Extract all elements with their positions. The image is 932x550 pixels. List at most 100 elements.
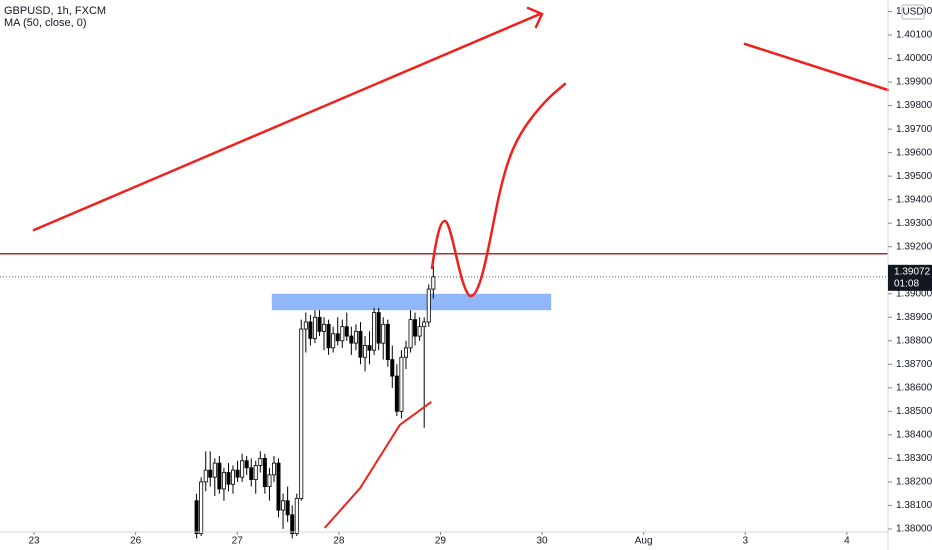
candle-body [308, 321, 313, 339]
y-tick-label: 1.39000 [896, 288, 932, 299]
candle-body [253, 465, 258, 480]
y-tick-label: 1.38700 [896, 359, 932, 370]
candle-body [272, 462, 277, 476]
candle-body [199, 481, 204, 535]
y-tick-label: 1.39200 [896, 241, 932, 252]
candle-body [326, 323, 331, 349]
candle-body [413, 319, 418, 337]
x-tick-label: 30 [536, 536, 548, 547]
x-tick-label: 3 [742, 536, 748, 547]
currency-badge[interactable] [901, 4, 925, 20]
y-tick-label: 1.39800 [896, 100, 932, 111]
candle-body [426, 288, 431, 323]
candle-body [417, 326, 422, 337]
candle-body [353, 330, 358, 344]
plot-marks [194, 265, 436, 539]
x-tick-label: 28 [333, 536, 345, 547]
y-tick-label: 1.38400 [896, 430, 932, 441]
y-tick-label: 1.40000 [896, 53, 932, 64]
candle-body [322, 323, 327, 332]
candle-body [349, 335, 354, 344]
candle-body [299, 328, 304, 499]
candle-body [208, 469, 213, 478]
candle-body [404, 347, 409, 358]
currency-label: USD [902, 7, 923, 18]
zone [271, 293, 552, 311]
candle-body [376, 312, 381, 344]
price-badge [888, 264, 932, 291]
candle-body [262, 457, 267, 488]
y-tick-label: 1.39900 [896, 77, 932, 88]
y-tick-label: 1.38800 [896, 335, 932, 346]
y-tick-label: 1.38000 [896, 524, 932, 535]
y-tick-label: 1.39500 [896, 171, 932, 182]
candle-body [399, 356, 404, 412]
candle-body [258, 457, 263, 466]
candle-body [394, 375, 399, 412]
candle-body [422, 321, 427, 328]
candle-body [230, 469, 235, 485]
price-badge-label: 1.39072 [894, 266, 931, 277]
candle-body [249, 467, 254, 480]
candle-body [285, 500, 290, 516]
projection-curve [430, 82, 567, 298]
trend-arrow [32, 12, 542, 232]
chart-title: GBPUSD, 1h, FXCM [4, 5, 106, 17]
y-tick-label: 1.38300 [896, 453, 932, 464]
y-tick-label: 1.38600 [896, 382, 932, 393]
candle-body [390, 359, 395, 377]
candle-body [212, 462, 217, 478]
y-tick-label: 1.39400 [896, 194, 932, 205]
candle-body [303, 321, 308, 330]
candle-body [203, 469, 208, 483]
indicator-label: MA (50, close, 0) [4, 17, 87, 29]
candle-body [335, 333, 340, 342]
candle-body [408, 319, 413, 349]
candle-body [381, 323, 386, 344]
candle-body [431, 276, 436, 290]
candle-body [267, 474, 272, 488]
moving-average [323, 401, 432, 529]
y-tick-label: 1.40100 [896, 30, 932, 41]
candle-body [344, 326, 349, 337]
candle-body [372, 312, 377, 351]
candle-body [312, 316, 317, 339]
candle-body [358, 330, 363, 358]
arrow-head [526, 6, 544, 29]
candle-body [294, 497, 299, 535]
x-tick-label: 29 [435, 536, 447, 547]
candle-body [276, 462, 281, 511]
candle-body [331, 333, 336, 349]
candle-body [367, 345, 372, 351]
candle-body [221, 472, 226, 490]
candle-body [290, 514, 295, 535]
x-tick-label: 23 [28, 536, 40, 547]
plot-underlay [0, 253, 888, 311]
y-tick-label: 1.38900 [896, 312, 932, 323]
candle-body [240, 460, 245, 478]
x-tick-label: 26 [130, 536, 142, 547]
candle-body [217, 462, 222, 490]
x-tick-label: Aug [635, 536, 653, 547]
x-tick-label: 27 [232, 536, 244, 547]
candle-body [340, 326, 345, 342]
candle-body [235, 469, 240, 478]
candle-body [226, 472, 231, 485]
candle-body [194, 500, 199, 535]
y-tick-label: 1.39700 [896, 124, 932, 135]
countdown-label: 01:08 [894, 278, 919, 289]
y-tick-label: 1.39300 [896, 218, 932, 229]
y-tick-label: 1.38100 [896, 500, 932, 511]
x-tick-label: 4 [844, 536, 850, 547]
y-tick-label: 1.38500 [896, 406, 932, 417]
drawings [32, 6, 890, 298]
candle-body [244, 460, 249, 469]
trend-line [743, 42, 890, 92]
candle-body [385, 323, 390, 361]
y-tick-label: 1.39600 [896, 147, 932, 158]
candle-body [317, 316, 322, 332]
candle-body [363, 345, 368, 358]
candle-body [281, 500, 286, 511]
y-tick-label: 1.38200 [896, 477, 932, 488]
